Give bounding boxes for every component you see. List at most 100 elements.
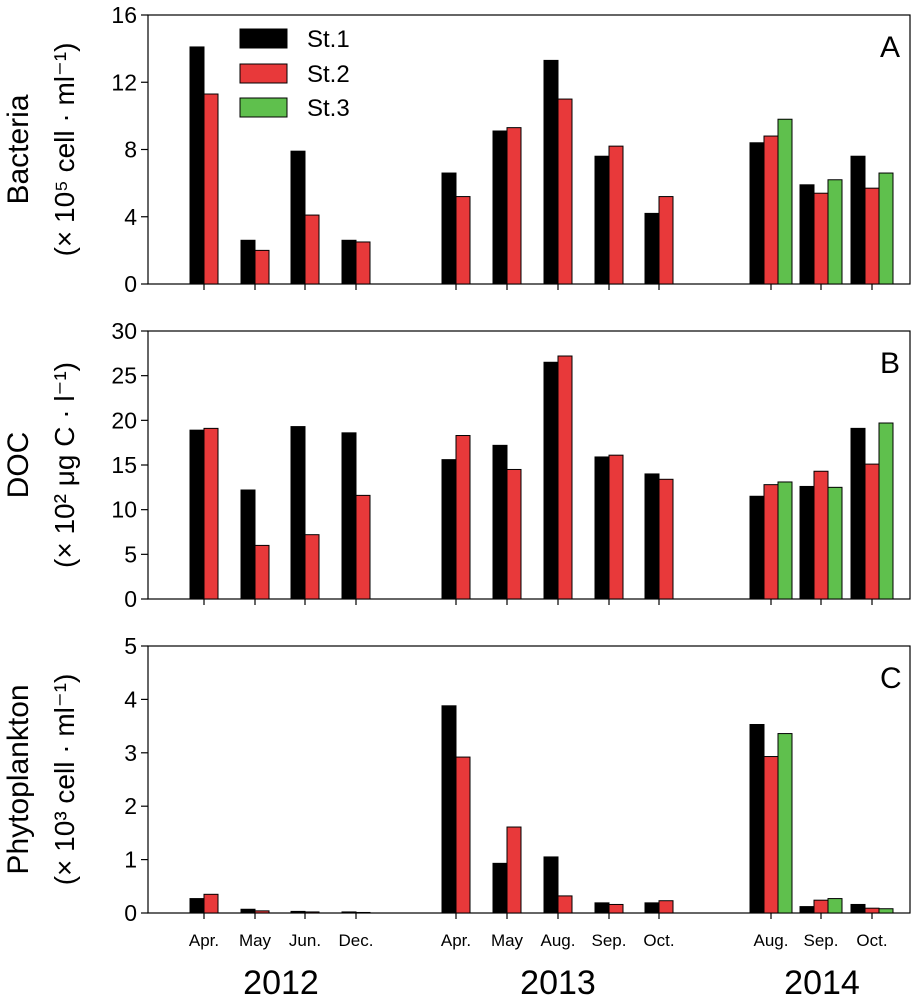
bar-A-st1-7 [594, 155, 610, 285]
bar-C-st2-8 [658, 900, 674, 914]
bar-C-st2-9 [763, 756, 779, 914]
bar-C-st2-7 [608, 903, 624, 914]
legend: St.1 St.2 St.3 [239, 26, 350, 122]
bar-C-st3-9 [777, 733, 793, 914]
panel-label: C [880, 662, 902, 695]
bar-A-st2-1 [254, 249, 270, 285]
bar-C-st2-10 [813, 899, 829, 914]
bar-B-st1-11 [850, 427, 866, 600]
bar-B-st1-9 [749, 495, 765, 600]
y-tick-label: 30 [111, 318, 137, 344]
bar-B-st1-0 [189, 429, 205, 600]
month-label: Sep. [592, 931, 627, 950]
bar-C-st1-11 [850, 903, 866, 914]
month-label: Apr. [189, 931, 219, 950]
bar-B-st2-4 [455, 435, 471, 600]
bar-C-st2-6 [557, 895, 573, 914]
bar-B-st1-6 [543, 361, 559, 600]
bar-B-st2-3 [355, 494, 371, 600]
bar-A-st2-10 [813, 192, 829, 285]
bar-C-st1-3 [341, 911, 357, 914]
y-axis-unit: (× 10⁵ cell · ml⁻¹) [49, 43, 80, 257]
bar-C-st1-7 [594, 902, 610, 914]
bar-A-st1-11 [850, 155, 866, 285]
y-tick-label: 20 [111, 407, 137, 433]
legend-label: St.3 [307, 95, 350, 122]
bar-A-st1-4 [441, 172, 457, 285]
legend-swatch-st2 [239, 63, 288, 84]
bar-C-st2-4 [455, 756, 471, 914]
bar-A-st1-0 [189, 46, 205, 285]
panel-A: 0 4 8 12 16 A Bacteria (× 10⁵ cell · ml⁻¹) [2, 2, 911, 297]
year-label: 2014 [784, 964, 860, 1002]
year-label: 2012 [243, 964, 319, 1002]
legend-label: St.1 [307, 26, 350, 53]
panel-label: A [880, 31, 900, 64]
bar-B-st1-2 [290, 426, 306, 600]
bar-B-st1-5 [492, 444, 508, 600]
bar-C-st2-3 [355, 911, 371, 914]
legend-label: St.2 [307, 61, 350, 88]
bar-C-st1-8 [644, 902, 660, 914]
y-tick-label: 1 [124, 847, 137, 873]
bar-A-st1-3 [341, 239, 357, 285]
bar-A-st2-2 [304, 214, 320, 285]
y-tick-label: 3 [124, 740, 137, 766]
bar-C-st1-1 [240, 908, 256, 914]
bar-C-st2-5 [506, 826, 522, 914]
month-label: Oct. [643, 931, 674, 950]
month-label: Apr. [441, 931, 471, 950]
y-tick-label: 4 [124, 686, 137, 712]
bar-B-st2-5 [506, 468, 522, 600]
y-tick-label: 5 [124, 633, 137, 659]
panel-B: 0 5 10 15 20 25 30 B DOC (× 10² μg C · l⁻¹) [2, 318, 911, 612]
bar-B-st1-4 [441, 459, 457, 600]
y-tick-label: 0 [124, 586, 137, 612]
bar-C-st2-2 [304, 911, 320, 914]
bar-B-st2-9 [763, 484, 779, 600]
bar-C-st1-4 [441, 705, 457, 914]
y-axis-unit: (× 10³ cell · ml⁻¹) [49, 674, 80, 886]
month-label: Dec. [339, 931, 374, 950]
month-label: Aug. [754, 931, 789, 950]
bar-A-st1-8 [644, 212, 660, 285]
bar-B-st2-6 [557, 355, 573, 600]
y-tick-label: 15 [111, 452, 137, 478]
bar-C-st1-5 [492, 862, 508, 914]
year-label: 2013 [520, 964, 596, 1002]
y-axis-title: DOC [2, 432, 35, 499]
bar-C-st1-9 [749, 723, 765, 914]
y-tick-label: 0 [124, 271, 137, 297]
bar-A-st1-9 [749, 142, 765, 285]
bar-A-st3-11 [878, 172, 894, 285]
bar-C-st1-0 [189, 898, 205, 914]
bar-A-st1-1 [240, 239, 256, 285]
bar-A-st1-6 [543, 59, 559, 285]
bar-B-st1-1 [240, 489, 256, 600]
bar-C-st1-2 [290, 910, 306, 914]
bar-B-st2-2 [304, 534, 320, 600]
bar-C-st2-0 [203, 893, 219, 914]
bar-A-st3-9 [777, 118, 793, 285]
y-tick-label: 10 [111, 497, 137, 523]
bar-A-st1-2 [290, 150, 306, 285]
bar-C-st2-11 [864, 907, 880, 914]
y-tick-label: 2 [124, 793, 137, 819]
y-tick-label: 5 [124, 541, 137, 567]
bar-A-st2-9 [763, 135, 779, 285]
bar-B-st1-8 [644, 473, 660, 600]
bar-A-st2-4 [455, 196, 471, 285]
bar-B-st2-0 [203, 427, 219, 600]
bar-B-st2-7 [608, 454, 624, 600]
bar-B-st2-1 [254, 544, 270, 600]
bar-A-st1-10 [799, 184, 815, 285]
y-axis-title: Bacteria [2, 94, 35, 204]
y-tick-label: 12 [111, 69, 137, 95]
y-axis-unit: (× 10² μg C · l⁻¹) [49, 362, 80, 568]
bar-B-st1-10 [799, 485, 815, 600]
panel-C: 0 1 2 3 4 5 C Phytoplankton (× 10³ cell · ml⁻¹) [2, 633, 911, 926]
y-axis-title: Phytoplankton [2, 684, 35, 874]
month-label: Sep. [804, 931, 839, 950]
y-tick-label: 8 [124, 137, 137, 163]
legend-swatch-st1 [239, 28, 288, 49]
